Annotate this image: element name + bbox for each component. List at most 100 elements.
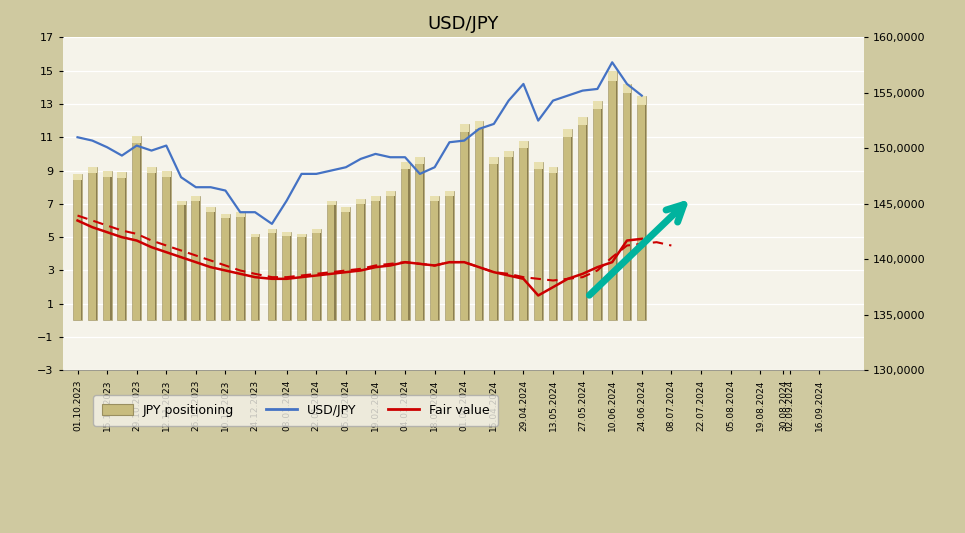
Bar [489,157,498,320]
Bar [312,229,320,320]
Bar [482,120,483,320]
Bar [73,174,82,320]
Legend: JPY positioning, USD/JPY, Fair value: JPY positioning, USD/JPY, Fair value [93,395,498,425]
Bar [637,95,647,104]
Bar [207,207,215,212]
Bar [601,101,602,320]
Bar [191,196,201,200]
Bar [283,232,291,320]
Bar [408,162,409,320]
Bar [162,171,171,176]
Bar [416,157,425,320]
Bar [177,200,185,205]
Bar [430,196,439,320]
Bar [616,70,617,320]
Bar [468,124,469,320]
Bar [548,167,558,320]
Bar [564,129,572,136]
Bar [489,157,498,164]
Bar [394,191,395,320]
Bar [305,234,306,320]
Bar [229,214,230,320]
Bar [96,167,97,320]
Bar [519,141,528,320]
Bar [170,171,171,320]
Bar [445,190,454,196]
Bar [630,84,631,320]
Bar [335,200,336,320]
Bar [140,135,141,320]
Bar [297,234,306,237]
Bar [593,101,602,109]
Bar [221,214,230,218]
Bar [102,171,112,176]
Bar [154,167,156,320]
Bar [424,157,425,320]
Bar [578,117,587,125]
Bar [571,129,572,320]
Bar [88,167,96,320]
Bar [379,196,380,320]
Bar [622,84,631,93]
Bar [267,229,276,232]
Bar [646,95,647,320]
Bar [243,212,245,320]
Bar [342,207,350,212]
Bar [578,117,587,320]
Bar [622,84,631,320]
Bar [118,172,126,178]
Bar [504,150,513,157]
Bar [327,200,336,205]
Bar [125,172,126,320]
Bar [221,214,230,320]
Bar [386,191,395,320]
Bar [541,162,542,320]
Bar [81,174,82,320]
Bar [327,200,336,320]
Bar [283,232,291,236]
Bar [73,174,82,180]
Bar [608,70,617,80]
Bar [497,157,498,320]
Bar [251,234,260,320]
Title: USD/JPY: USD/JPY [427,15,499,33]
Bar [214,207,215,320]
Bar [297,234,306,320]
Bar [400,162,409,320]
Bar [102,171,112,320]
Bar [319,229,320,320]
Bar [438,196,439,320]
Bar [386,190,395,196]
Bar [512,150,513,320]
Bar [177,200,185,320]
Bar [430,196,439,200]
Bar [110,171,112,320]
Bar [475,120,483,128]
Bar [207,207,215,320]
Bar [199,196,201,320]
Bar [132,135,141,320]
Bar [275,229,276,320]
Bar [459,124,469,132]
Bar [534,162,542,320]
Bar [564,129,572,320]
Bar [251,234,260,237]
Bar [519,141,528,148]
Bar [147,167,156,320]
Bar [527,141,528,320]
Bar [356,199,365,320]
Bar [372,196,380,320]
Bar [132,135,141,143]
Bar [593,101,602,320]
Bar [608,70,617,320]
Bar [637,95,647,320]
Bar [147,167,156,173]
Bar [349,207,350,320]
Bar [342,207,350,320]
Bar [475,120,483,320]
Bar [453,191,454,320]
Bar [557,167,558,320]
Bar [162,171,171,320]
Bar [290,232,291,320]
Bar [459,124,469,320]
